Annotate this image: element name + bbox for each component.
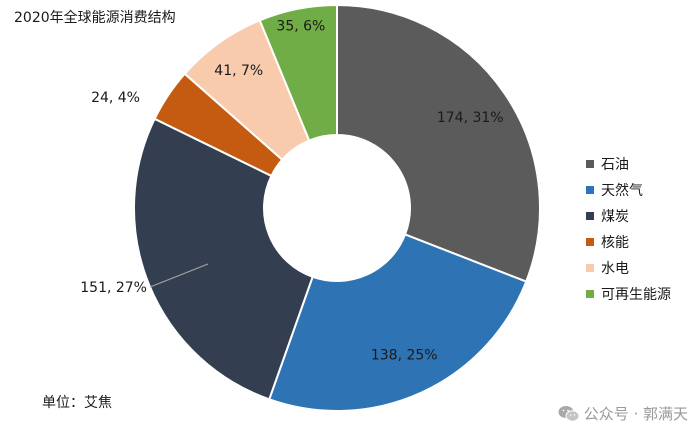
legend-label: 天然气 (601, 183, 643, 199)
legend-item-2: 天然气 (586, 177, 671, 203)
chart-title: 2020年全球能源消费结构 (14, 10, 176, 26)
watermark-text: 公众号 · 郭满天 (583, 405, 688, 423)
data-label-4: 24, 4% (91, 90, 140, 106)
legend-label: 核能 (601, 235, 629, 251)
data-label-2: 138, 25% (371, 348, 438, 364)
leader-line-3 (149, 263, 209, 288)
legend-item-4: 核能 (586, 229, 671, 255)
legend-label: 可再生能源 (601, 287, 671, 303)
legend-swatch (586, 212, 594, 220)
pie-slice-3 (133, 117, 314, 401)
pie-slice-2 (267, 233, 528, 412)
legend-item-1: 石油 (586, 151, 671, 177)
legend-label: 石油 (601, 157, 629, 173)
legend-item-3: 煤炭 (586, 203, 671, 229)
data-label-6: 35, 6% (276, 18, 325, 34)
data-label-3: 151, 27% (80, 280, 147, 296)
pie-slice-1 (336, 3, 541, 283)
unit-note: 单位：艾焦 (42, 395, 112, 411)
legend-label: 水电 (601, 261, 629, 277)
legend-swatch (586, 238, 594, 246)
legend-swatch (586, 264, 594, 272)
legend-item-5: 水电 (586, 255, 671, 281)
wechat-icon (558, 405, 580, 422)
data-label-1: 174, 31% (437, 110, 504, 126)
legend: 石油天然气煤炭核能水电可再生能源 (586, 151, 671, 307)
legend-swatch (586, 290, 594, 298)
legend-swatch (586, 160, 594, 168)
data-label-5: 41, 7% (214, 63, 263, 79)
legend-swatch (586, 186, 594, 194)
legend-label: 煤炭 (601, 209, 629, 225)
watermark: 公众号 · 郭满天 (558, 403, 688, 424)
legend-item-6: 可再生能源 (586, 281, 671, 307)
pie-slice-6 (258, 3, 338, 142)
